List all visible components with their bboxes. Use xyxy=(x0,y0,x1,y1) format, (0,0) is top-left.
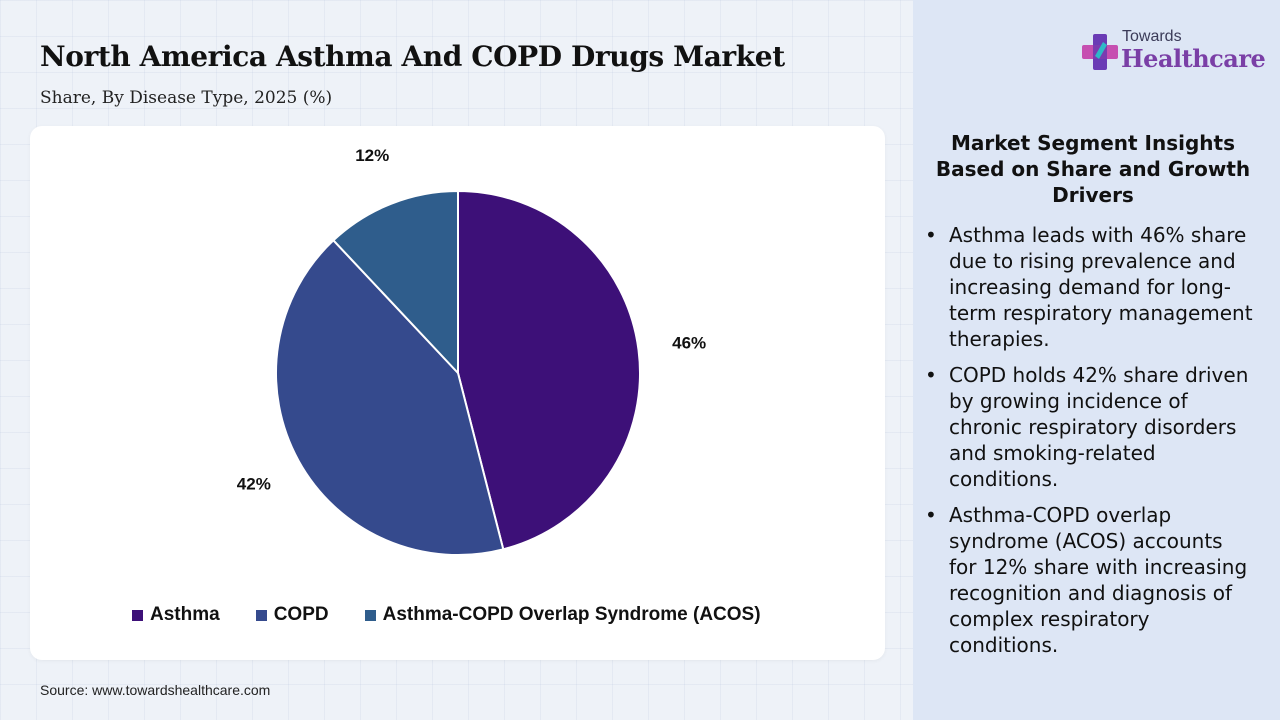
pie-slice-asthma xyxy=(457,189,641,551)
bullet-icon: • xyxy=(925,503,937,527)
pie-slice-asthma-copd-overlap-syndrome-acos xyxy=(331,189,459,376)
insights-heading: Market Segment Insights Based on Share a… xyxy=(935,131,1251,207)
pie-data-label-copd: 42% xyxy=(237,475,271,494)
pie-data-label-asthma: 46% xyxy=(672,333,706,352)
logo-top-text: Towards xyxy=(1122,28,1182,45)
legend-item-asthma-copd-overlap-syndrome-acos: Asthma-COPD Overlap Syndrome (ACOS) xyxy=(364,604,761,626)
legend-item-asthma: Asthma xyxy=(132,604,220,626)
legend-label: COPD xyxy=(273,604,329,625)
legend-swatch xyxy=(255,609,267,621)
bullet-icon: • xyxy=(925,223,937,247)
insight-text: Asthma-COPD overlap syndrome (ACOS) acco… xyxy=(949,503,1248,657)
insight-text: Asthma leads with 46% share due to risin… xyxy=(949,223,1253,351)
chart-subtitle: Share, By Disease Type, 2025 (%) xyxy=(40,88,333,108)
insight-item: • COPD holds 42% share driven by growing … xyxy=(925,362,1255,492)
insight-item: • Asthma-COPD overlap syndrome (ACOS) acc… xyxy=(925,502,1255,658)
insights-panel: Towards Healthcare Market Segment Insigh… xyxy=(913,0,1280,720)
source-note: Source: www.towardshealthcare.com xyxy=(40,682,271,698)
insights-list: • Asthma leads with 46% share due to risi… xyxy=(925,222,1255,668)
medical-cross-icon xyxy=(1082,34,1118,70)
chart-card: 46% 42% 12% Asthma COPD Asthma-COPD Overlap … xyxy=(30,126,885,660)
legend-label: Asthma-COPD Overlap Syndrome (ACOS) xyxy=(382,604,761,625)
chart-legend: Asthma COPD Asthma-COPD Overlap Syndrome (… xyxy=(132,604,761,626)
pie-data-label-asthma-copd-overlap-syndrome-acos: 12% xyxy=(355,146,389,165)
legend-item-copd: COPD xyxy=(255,604,329,626)
legend-label: Asthma xyxy=(150,604,220,625)
bullet-icon: • xyxy=(925,363,937,387)
pie-chart: 46% 42% 12% xyxy=(237,146,706,556)
legend-swatch xyxy=(132,609,143,621)
legend-swatch xyxy=(364,609,376,621)
chart-title: North America Asthma And COPD Drugs Mark… xyxy=(40,40,785,73)
insight-item: • Asthma leads with 46% share due to risi… xyxy=(925,222,1255,352)
insight-text: COPD holds 42% share driven by growing i… xyxy=(949,363,1249,491)
logo-main-text: Healthcare xyxy=(1121,44,1266,73)
pie-slice-copd xyxy=(275,238,505,556)
brand-logo: Towards Healthcare xyxy=(1081,28,1266,76)
